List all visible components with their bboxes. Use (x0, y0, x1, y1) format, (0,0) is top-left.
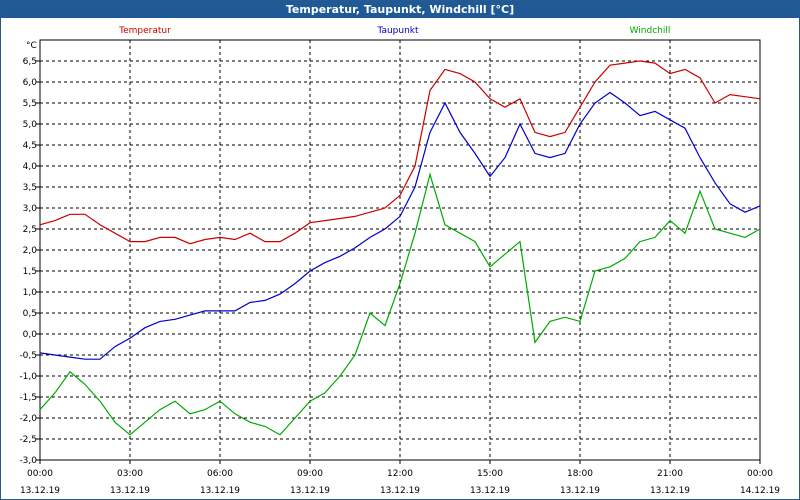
y-tick-label: 3,0 (23, 204, 38, 214)
chart-axes: 6,5 6,0 5,5 5,0 4,5 4,0 3,5 3,0 2,5 2,0 1,5 1,0 0,5 0… (19, 39, 780, 496)
x-tick-label-time: 00:00 (27, 469, 53, 479)
x-tick-label-time: 06:00 (207, 469, 233, 479)
chart-series (39, 60, 761, 436)
legend-windchill: Windchill (630, 26, 671, 36)
x-tick-label-time: 03:00 (117, 469, 143, 479)
y-tick-label: 1,0 (23, 288, 38, 298)
x-tick-label-date: 13.12.19 (560, 486, 600, 496)
x-tick-label-date: 13.12.19 (290, 486, 330, 496)
x-tick-label-date: 13.12.19 (650, 486, 690, 496)
x-tick-label-date: 14.12.19 (740, 486, 780, 496)
y-tick-label: -1,5 (19, 393, 37, 403)
series-line-temperatur (39, 60, 761, 245)
x-tick-label-time: 00:00 (747, 469, 773, 479)
y-tick-label: 0,5 (23, 309, 37, 319)
x-tick-label-time: 18:00 (567, 469, 593, 479)
x-tick-label-date: 13.12.19 (110, 486, 150, 496)
x-tick-label-date: 13.12.19 (20, 486, 60, 496)
window-title: Temperatur, Taupunkt, Windchill [°C] (1, 1, 799, 18)
y-tick-label: -3,0 (19, 456, 37, 466)
y-tick-label: -1,0 (19, 372, 37, 382)
series-line-taupunkt (39, 91, 761, 360)
x-tick-label-date: 13.12.19 (470, 486, 510, 496)
y-tick-label: 1,5 (23, 267, 37, 277)
y-tick-label: 2,0 (23, 246, 38, 256)
x-tick-label-date: 13.12.19 (200, 486, 240, 496)
series-line-windchill (39, 172, 761, 436)
chart-grid (39, 40, 761, 461)
y-tick-label: 5,0 (23, 120, 38, 130)
legend-taupunkt: Taupunkt (376, 26, 419, 36)
y-tick-label: 0,0 (23, 330, 38, 340)
x-tick-label-time: 21:00 (657, 469, 683, 479)
legend-temperatur: Temperatur (118, 26, 171, 36)
y-tick-label: 2,5 (23, 225, 37, 235)
x-tick-label-date: 13.12.19 (380, 486, 420, 496)
y-tick-label: 4,5 (23, 141, 37, 151)
y-tick-label: 4,0 (23, 162, 38, 172)
plot-area-border (39, 39, 761, 461)
y-tick-label: 6,5 (23, 57, 37, 67)
y-tick-label: -2,0 (19, 414, 37, 424)
y-tick-label: 5,5 (23, 99, 37, 109)
x-tick-label-time: 09:00 (297, 469, 323, 479)
y-axis-label: °C (26, 41, 37, 51)
y-tick-label: -0,5 (19, 351, 37, 361)
y-tick-label: 3,5 (23, 183, 37, 193)
x-tick-label-time: 12:00 (387, 469, 413, 479)
x-tick-label-time: 15:00 (477, 469, 503, 479)
y-tick-label: -2,5 (19, 435, 37, 445)
y-tick-label: 6,0 (23, 78, 38, 88)
